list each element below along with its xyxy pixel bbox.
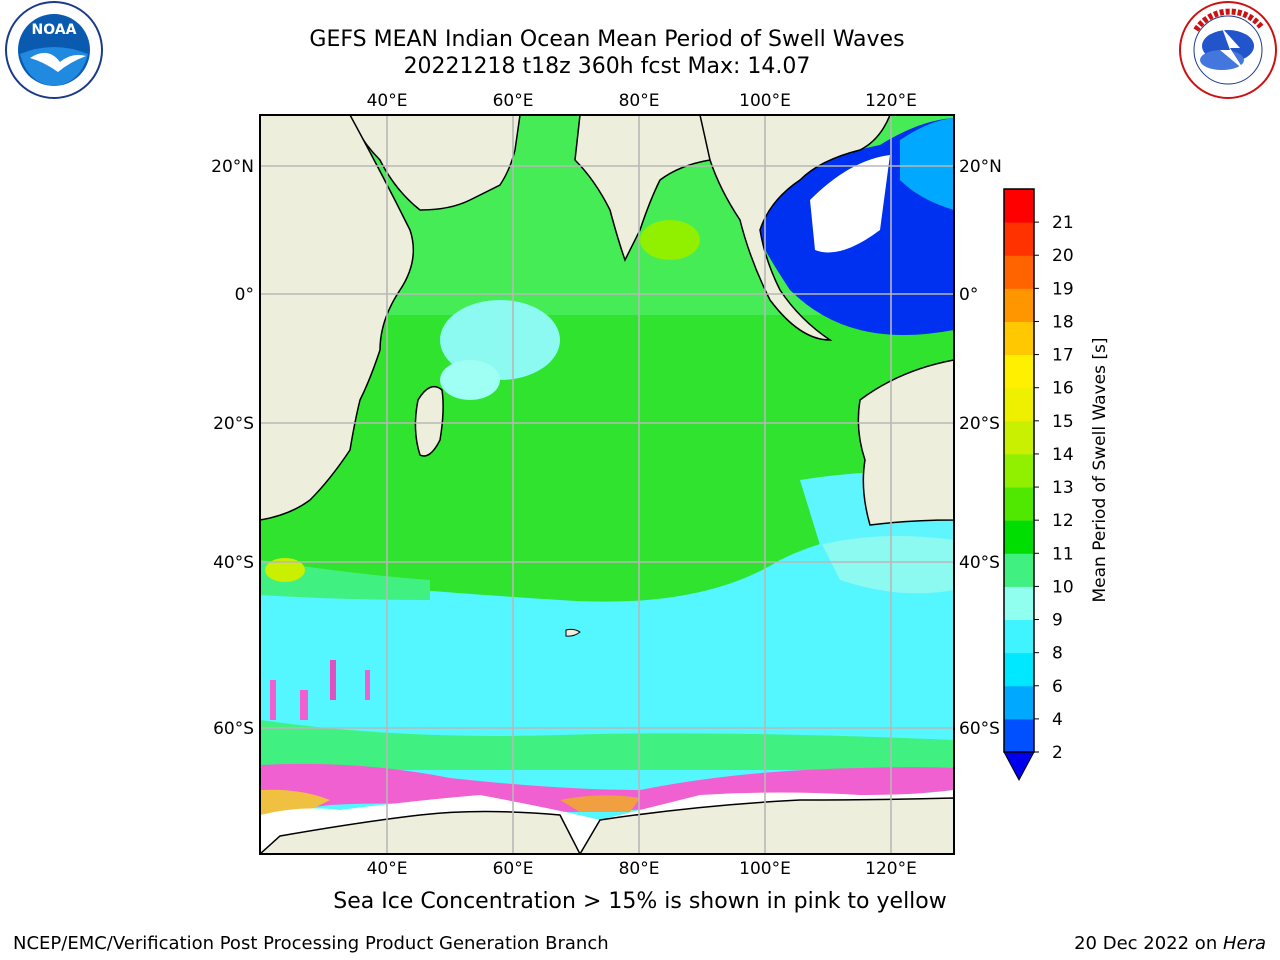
colorbar-segment (1004, 288, 1034, 322)
colorbar-tick-label: 12 (1052, 511, 1074, 531)
lon-label: 60°E (493, 91, 534, 111)
colorbar-tick-label: 15 (1052, 412, 1074, 432)
colorbar: 2 4 6 8 9 10 11 12 13 14 15 16 17 18 19 20 21 (1003, 188, 1074, 782)
chart-title: GEFS MEAN Indian Ocean Mean Period of Sw… (309, 27, 905, 52)
colorbar-tick-label: 10 (1052, 577, 1074, 597)
lon-labels-top: 40°E 60°E 80°E 100°E 120°E (367, 91, 917, 111)
lon-label: 40°E (367, 91, 408, 111)
lat-label: 40°S (959, 553, 1000, 573)
madagascar-land (414, 385, 444, 457)
lat-label: 20°N (959, 157, 1002, 177)
colorbar-segment (1004, 420, 1034, 455)
colorbar-segment (1004, 189, 1034, 223)
colorbar-label: Mean Period of Swell Waves [s] (1090, 338, 1110, 603)
sea-ice-caption: Sea Ice Concentration > 15% is shown in … (333, 889, 947, 914)
colorbar-tick-label: 11 (1052, 544, 1074, 564)
colorbar-tick-label: 14 (1052, 445, 1074, 465)
lat-label: 40°S (213, 553, 254, 573)
footer-date-text: 20 Dec 2022 on (1074, 933, 1223, 954)
lon-labels-bottom: 40°E 60°E 80°E 100°E 120°E (367, 859, 917, 879)
colorbar-tick-label: 20 (1052, 246, 1074, 266)
colorbar-tick-label: 2 (1052, 743, 1063, 763)
lat-label: 60°S (213, 719, 254, 739)
lat-labels-right: 20°N 0° 20°S 40°S 60°S (959, 157, 1002, 739)
colorbar-segment (1004, 685, 1034, 720)
colorbar-segment (1004, 354, 1034, 389)
footer-credit: NCEP/EMC/Verification Post Processing Pr… (13, 933, 609, 954)
graticule (260, 115, 954, 854)
colorbar-segment (1004, 520, 1034, 554)
colorbar-tick-label: 6 (1052, 677, 1063, 697)
australia-land (857, 359, 954, 526)
noaa-logo-text: NOAA (32, 22, 77, 38)
chart-subtitle: 20221218 t18z 360h fcst Max: 14.07 (403, 54, 811, 79)
lon-label: 60°E (493, 859, 534, 879)
lon-label: 120°E (865, 859, 917, 879)
footer-date: 20 Dec 2022 on Hera (1074, 933, 1266, 954)
lat-label: 20°S (959, 414, 1000, 434)
footer-host: Hera (1222, 933, 1266, 954)
colorbar-segment (1004, 487, 1034, 521)
colorbar-tick-label: 21 (1052, 213, 1074, 233)
colorbar-tick-label: 19 (1052, 279, 1074, 299)
map-frame (259, 114, 955, 855)
map-area (260, 115, 954, 854)
lat-label: 20°N (211, 157, 254, 177)
lat-label: 20°S (213, 414, 254, 434)
colorbar-segment (1004, 553, 1034, 587)
lon-label: 100°E (739, 859, 791, 879)
noaa-logo: NOAA (5, 1, 103, 99)
colorbar-segment (1004, 718, 1034, 753)
lat-label: 0° (235, 285, 254, 305)
colorbar-segment (1004, 652, 1034, 687)
colorbar-tick-label: 4 (1052, 710, 1063, 730)
lat-labels-left: 20°N 0° 20°S 40°S 60°S (211, 157, 254, 739)
colorbar-segment (1004, 222, 1034, 256)
lon-label: 120°E (865, 91, 917, 111)
lon-label: 40°E (367, 859, 408, 879)
lat-label: 60°S (959, 719, 1000, 739)
lon-label: 80°E (619, 91, 660, 111)
colorbar-tick-label: 9 (1052, 611, 1063, 631)
nws-logo (1179, 1, 1277, 99)
colorbar-extend-arrow (1003, 751, 1035, 782)
colorbar-segment (1004, 619, 1034, 654)
colorbar-tick-label: 13 (1052, 478, 1074, 498)
colorbar-tick-label: 17 (1052, 346, 1074, 366)
colorbar-segment (1004, 453, 1034, 488)
colorbar-segment (1004, 321, 1034, 356)
colorbar-segment (1004, 255, 1034, 289)
lat-label: 0° (959, 285, 978, 305)
colorbar-frame (1003, 188, 1035, 753)
colorbar-segment (1004, 586, 1034, 621)
colorbar-segment (1004, 387, 1034, 422)
arabia-land (260, 115, 521, 211)
lon-label: 100°E (739, 91, 791, 111)
colorbar-tick-label: 16 (1052, 379, 1074, 399)
lon-label: 80°E (619, 859, 660, 879)
africa-land (260, 115, 415, 521)
colorbar-tick-label: 8 (1052, 644, 1063, 664)
colorbar-tick-label: 18 (1052, 312, 1074, 332)
